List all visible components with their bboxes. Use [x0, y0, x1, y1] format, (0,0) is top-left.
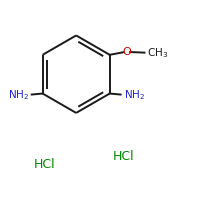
Text: HCl: HCl — [113, 150, 135, 163]
Text: CH$_3$: CH$_3$ — [147, 46, 169, 60]
Text: NH$_2$: NH$_2$ — [124, 88, 145, 102]
Text: O: O — [122, 47, 131, 57]
Text: HCl: HCl — [34, 158, 55, 171]
Text: NH$_2$: NH$_2$ — [8, 88, 29, 102]
